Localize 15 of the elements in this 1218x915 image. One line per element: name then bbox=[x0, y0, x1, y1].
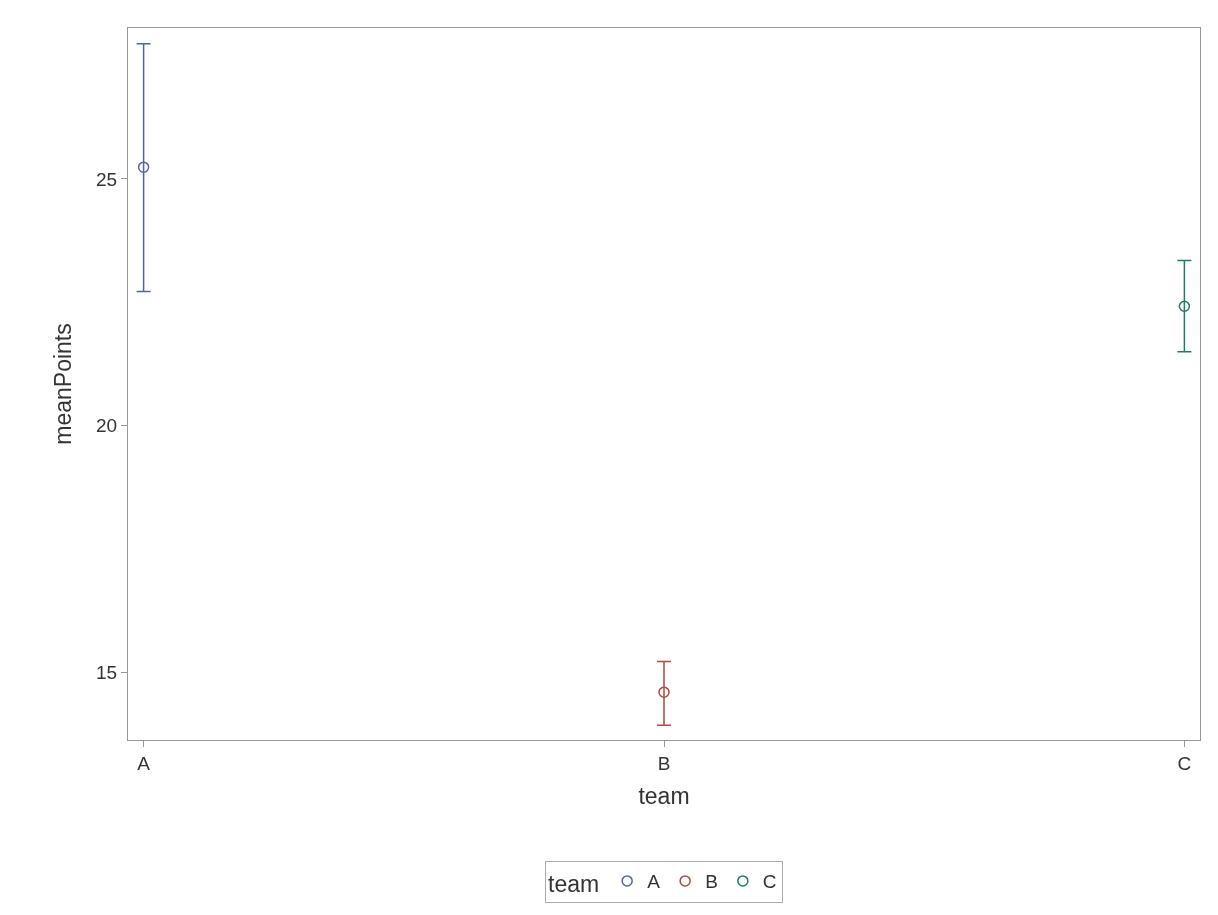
point bbox=[1178, 300, 1191, 313]
y-tick-label: 15 bbox=[96, 662, 118, 684]
y-tick-label: 20 bbox=[96, 415, 118, 437]
x-tick-label: C bbox=[1177, 752, 1192, 774]
point bbox=[658, 686, 670, 698]
point bbox=[137, 161, 150, 173]
legend-label: B bbox=[705, 871, 718, 893]
x-axis-title: team bbox=[638, 783, 690, 810]
legend-label: A bbox=[647, 871, 661, 893]
x-tick-label: B bbox=[657, 752, 671, 774]
x-tick-label: A bbox=[137, 752, 151, 774]
legend-title: team bbox=[548, 870, 600, 897]
y-tick-label: 25 bbox=[96, 168, 118, 190]
legend-label: C bbox=[762, 871, 777, 893]
y-axis-title: meanPoints bbox=[49, 323, 76, 445]
